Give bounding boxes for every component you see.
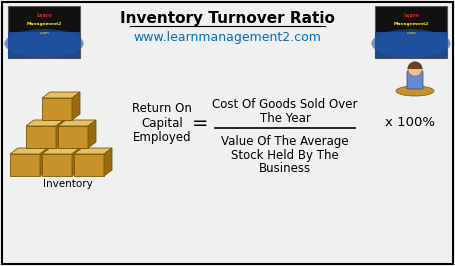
Polygon shape xyxy=(26,120,64,126)
Text: Capital: Capital xyxy=(141,117,183,130)
Text: The Year: The Year xyxy=(259,111,310,124)
Text: .com: .com xyxy=(39,31,49,35)
Polygon shape xyxy=(56,120,64,148)
Wedge shape xyxy=(408,61,423,69)
Polygon shape xyxy=(74,154,104,176)
Polygon shape xyxy=(42,92,80,98)
Text: Employed: Employed xyxy=(133,131,191,144)
Text: Inventory Turnover Ratio: Inventory Turnover Ratio xyxy=(120,10,334,26)
Text: Value Of The Average: Value Of The Average xyxy=(221,135,349,148)
Polygon shape xyxy=(26,126,56,148)
Polygon shape xyxy=(58,120,96,126)
Text: Stock Held By The: Stock Held By The xyxy=(231,148,339,161)
Text: www.learnmanagement2.com: www.learnmanagement2.com xyxy=(133,31,321,44)
Bar xyxy=(8,6,80,58)
Text: =: = xyxy=(192,114,208,132)
Polygon shape xyxy=(88,120,96,148)
Text: Cost Of Goods Sold Over: Cost Of Goods Sold Over xyxy=(212,98,358,110)
Text: .com: .com xyxy=(406,31,416,35)
Polygon shape xyxy=(72,148,80,176)
Polygon shape xyxy=(10,148,48,154)
Polygon shape xyxy=(42,154,72,176)
Bar xyxy=(375,6,447,58)
Text: Learn: Learn xyxy=(36,13,52,18)
Text: Learn: Learn xyxy=(403,13,419,18)
Bar xyxy=(8,32,80,58)
Text: Business: Business xyxy=(259,161,311,174)
Ellipse shape xyxy=(371,29,450,58)
Polygon shape xyxy=(72,92,80,120)
Polygon shape xyxy=(58,126,88,148)
Ellipse shape xyxy=(396,86,434,96)
Polygon shape xyxy=(40,148,48,176)
Polygon shape xyxy=(104,148,112,176)
Polygon shape xyxy=(42,148,80,154)
Text: Inventory: Inventory xyxy=(43,179,93,189)
Text: Management2: Management2 xyxy=(26,22,61,26)
Text: x 100%: x 100% xyxy=(385,117,435,130)
Ellipse shape xyxy=(5,29,84,58)
Polygon shape xyxy=(10,154,40,176)
Polygon shape xyxy=(42,98,72,120)
Polygon shape xyxy=(74,148,112,154)
Text: Management2: Management2 xyxy=(394,22,429,26)
Circle shape xyxy=(408,62,422,76)
Bar xyxy=(375,32,447,58)
Text: Return On: Return On xyxy=(132,102,192,114)
FancyBboxPatch shape xyxy=(407,71,423,89)
